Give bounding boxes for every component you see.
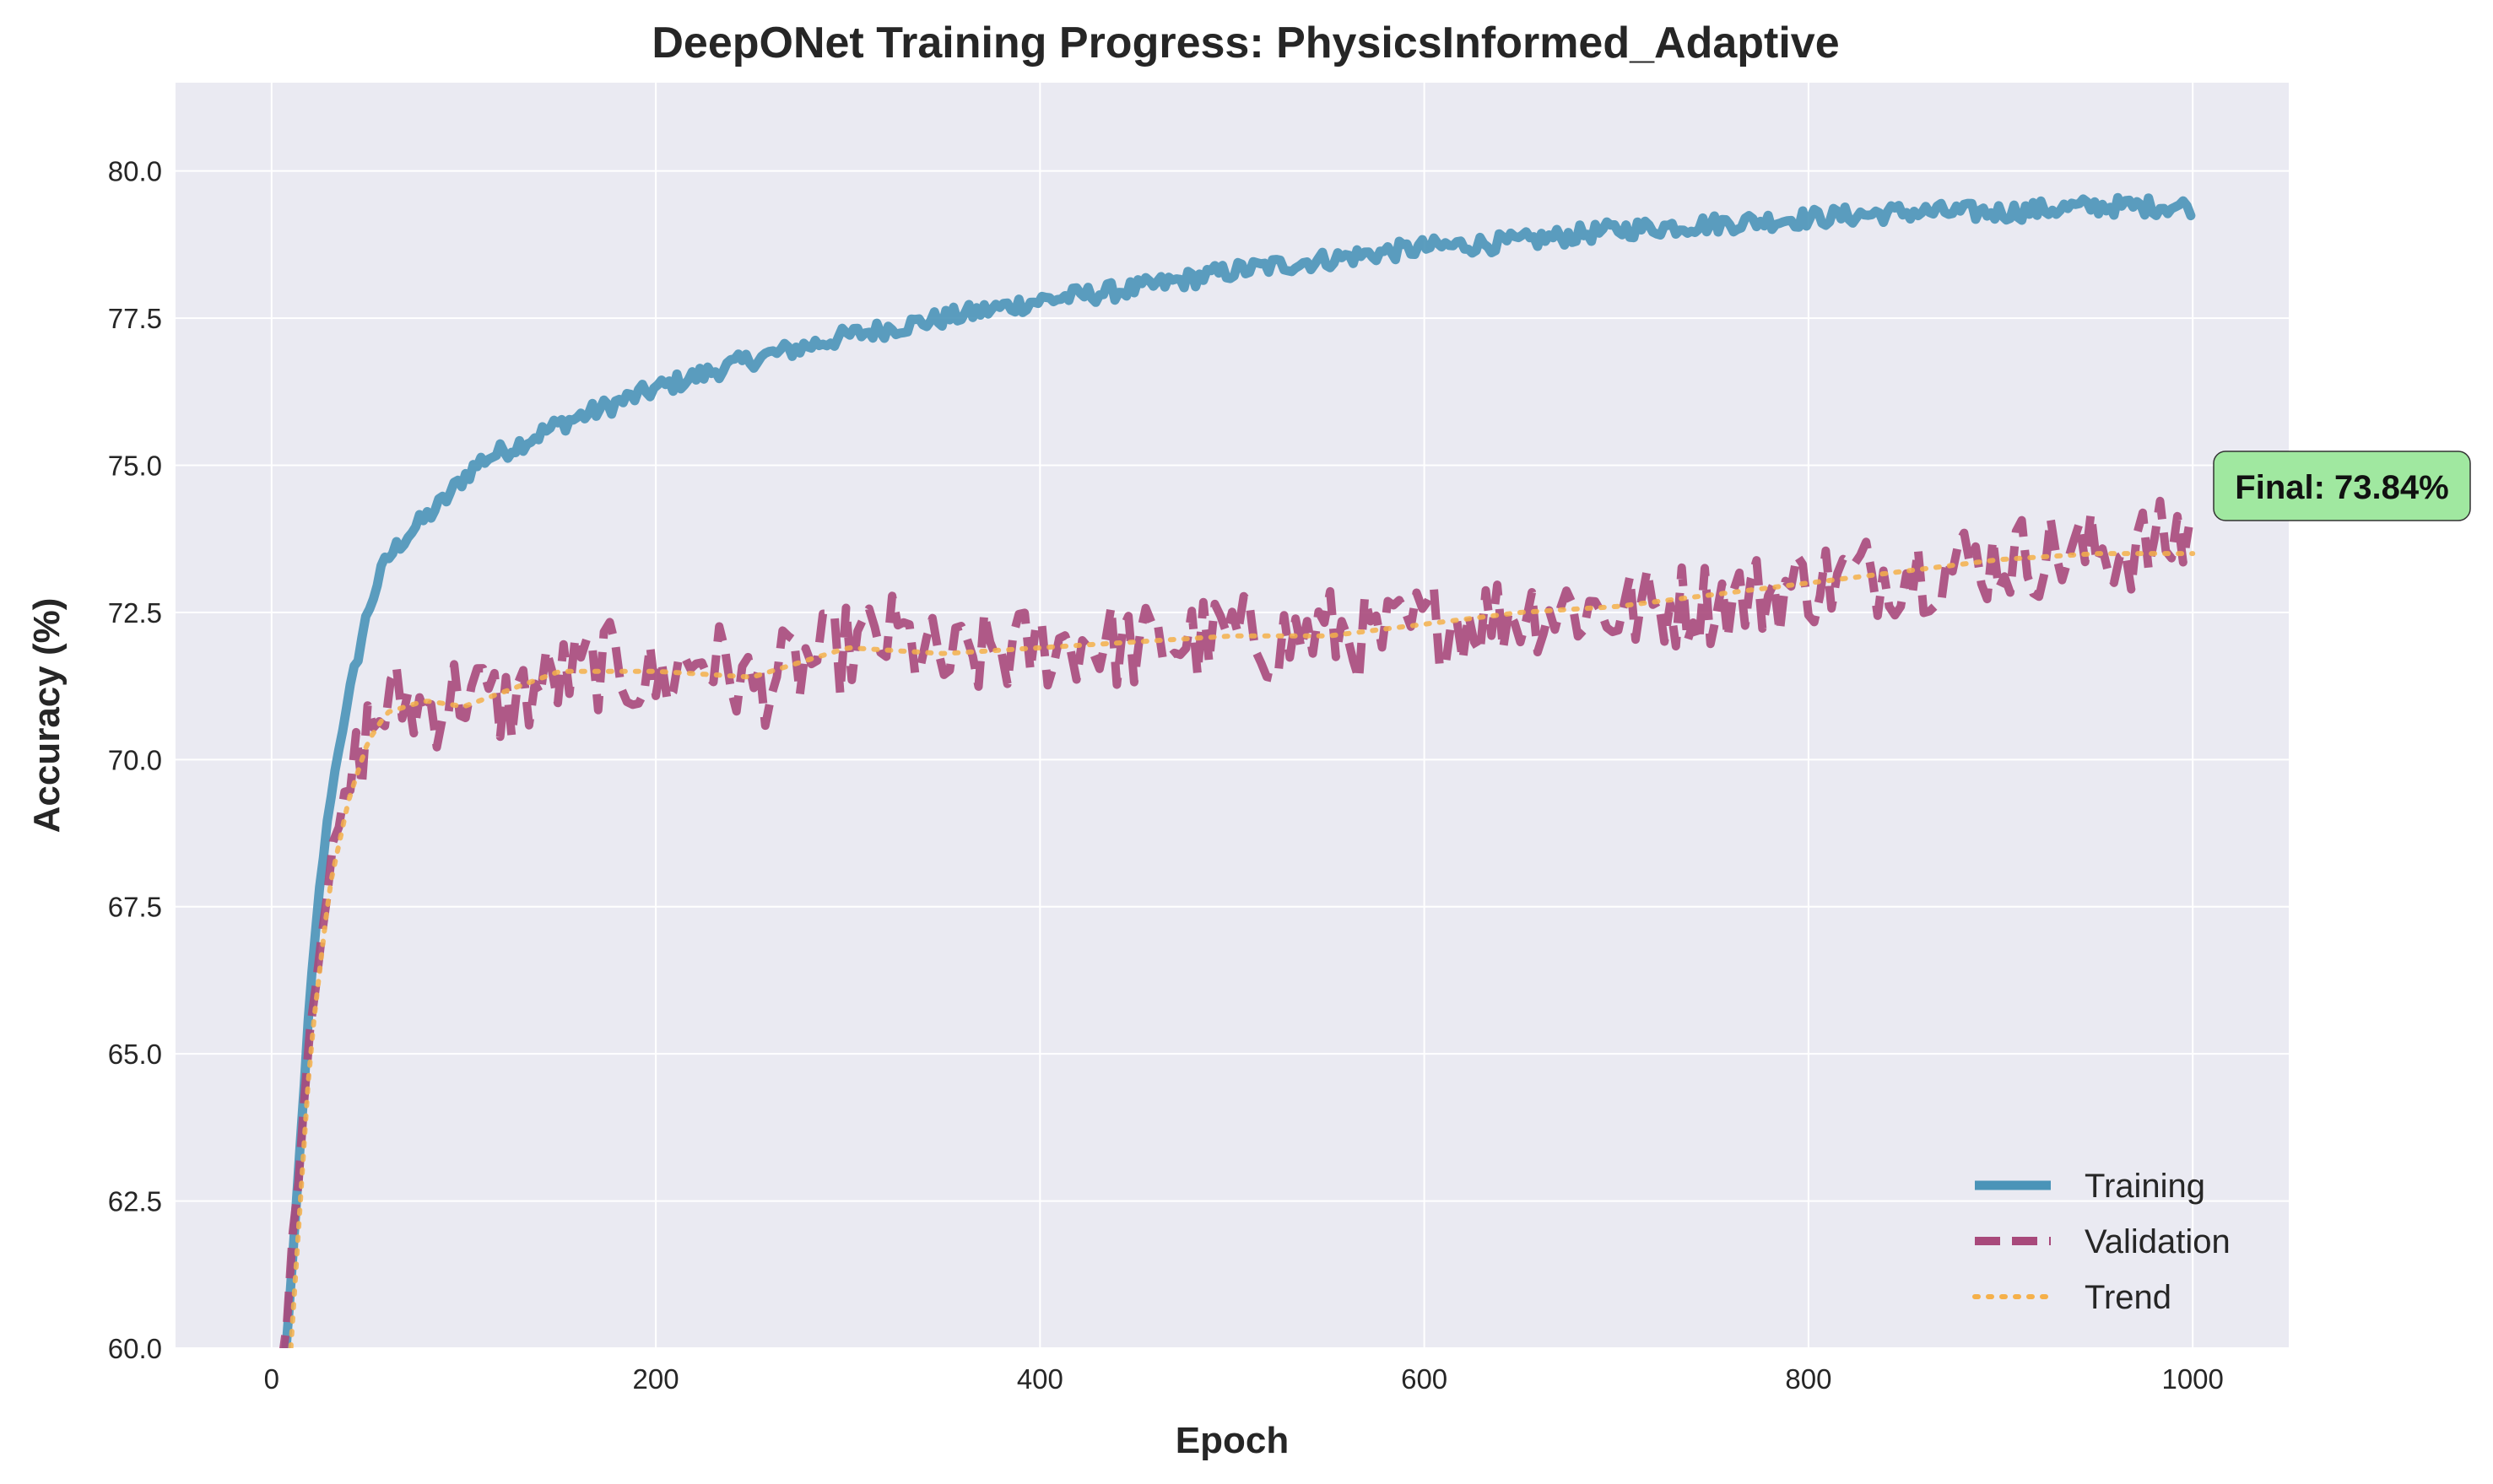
y-tick-label: 65.0 xyxy=(108,1039,162,1070)
chart-title: DeepONet Training Progress: PhysicsInfor… xyxy=(652,19,1839,67)
y-tick-label: 77.5 xyxy=(108,303,162,334)
legend: Training Validation Trend xyxy=(1972,1168,2231,1316)
y-tick-label: 67.5 xyxy=(108,892,162,923)
final-annotation-box xyxy=(2213,451,2471,521)
y-tick-label: 62.5 xyxy=(108,1186,162,1217)
y-tick-label: 80.0 xyxy=(108,156,162,187)
final-annotation: Final: 73.84% xyxy=(2213,451,2471,521)
y-tick-label: 60.0 xyxy=(108,1333,162,1364)
x-tick-label: 1000 xyxy=(2161,1363,2223,1395)
x-tick-label: 800 xyxy=(1785,1363,1831,1395)
x-axis-label: Epoch xyxy=(1176,1420,1289,1461)
series-layer xyxy=(279,192,2196,1348)
x-axis-ticks: 0 200 400 600 800 1000 xyxy=(264,1363,2224,1395)
x-tick-label: 200 xyxy=(633,1363,679,1395)
series-line-validation xyxy=(279,496,2193,1348)
y-tick-label: 72.5 xyxy=(108,597,162,629)
final-annotation-text: Final: 73.84% xyxy=(2235,469,2448,506)
y-axis-label: Accuracy (%) xyxy=(26,598,68,834)
x-tick-label: 400 xyxy=(1017,1363,1063,1395)
series-line-trend xyxy=(288,551,2196,1348)
legend-label-training: Training xyxy=(2085,1168,2205,1205)
legend-label-validation: Validation xyxy=(2085,1223,2231,1260)
series-line-training xyxy=(281,192,2196,1348)
x-tick-label: 0 xyxy=(264,1363,279,1395)
x-tick-label: 600 xyxy=(1401,1363,1447,1395)
y-tick-label: 70.0 xyxy=(108,744,162,775)
legend-label-trend: Trend xyxy=(2085,1279,2171,1316)
y-tick-label: 75.0 xyxy=(108,450,162,481)
y-axis-ticks: 60.0 62.5 65.0 67.5 70.0 72.5 75.0 77.5 80.0 xyxy=(108,156,162,1364)
